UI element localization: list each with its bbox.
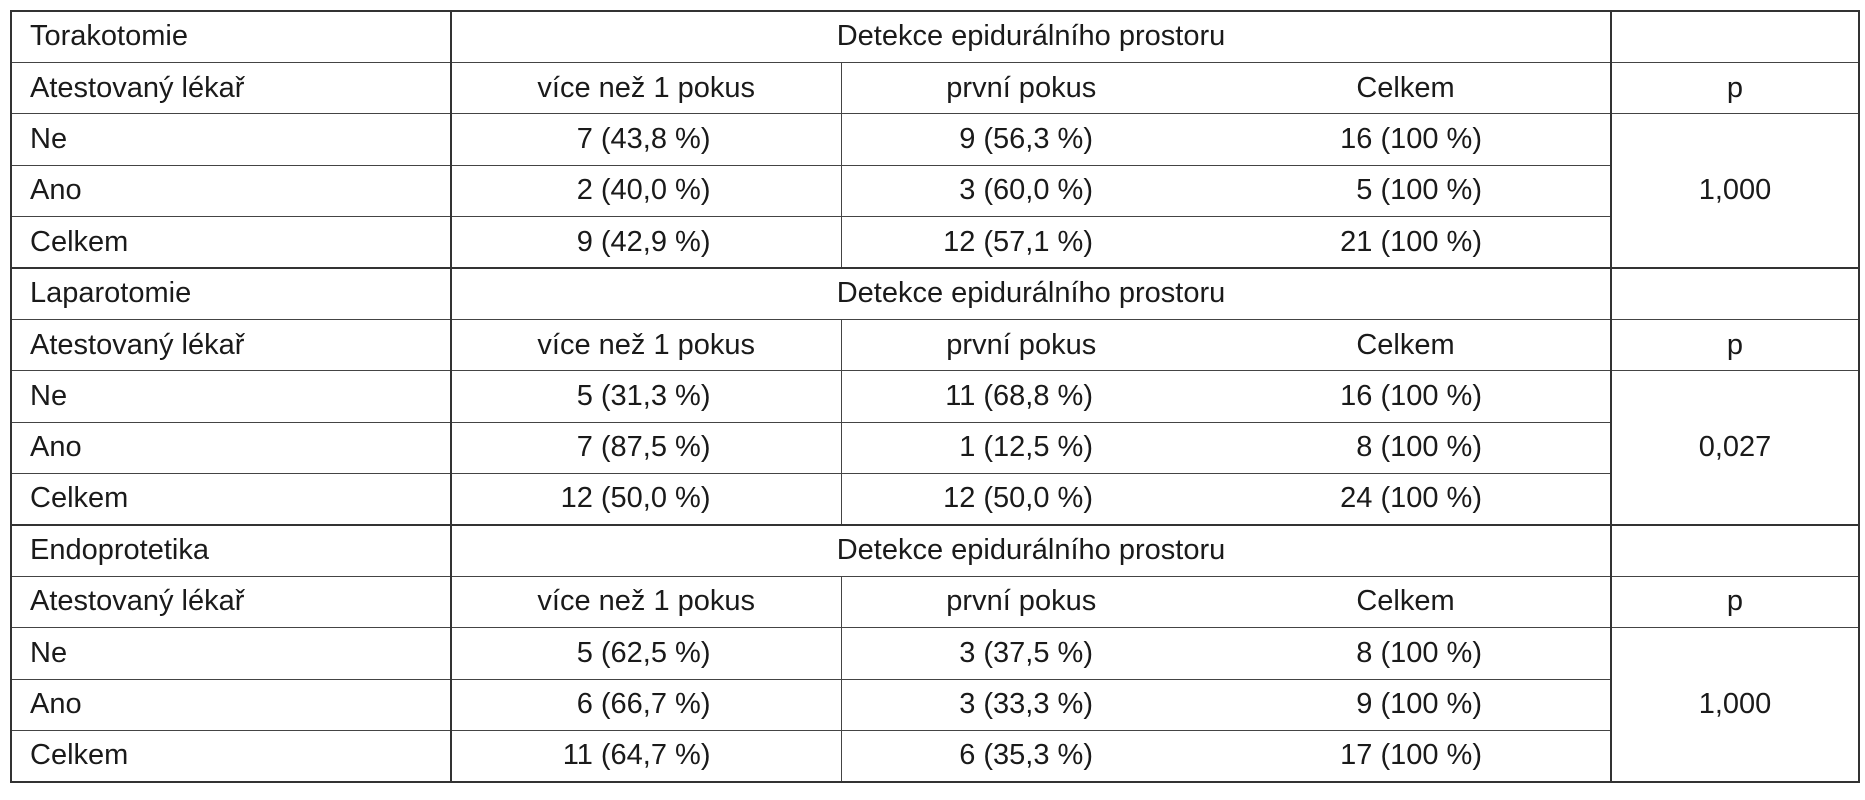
- cell-total: 8 (100 %): [1201, 627, 1612, 680]
- cell-total: 9 (100 %): [1201, 678, 1612, 731]
- cell-total: 21 (100 %): [1201, 216, 1612, 268]
- row-label: Ne: [10, 627, 452, 680]
- cell-total: 17 (100 %): [1201, 729, 1612, 783]
- table-row: Ne 5 (31,3 %) 11 (68,8 %) 16 (100 %) 0,0…: [10, 370, 1860, 525]
- cell-more-attempts: 11 (64,7 %): [451, 729, 842, 783]
- row-label: Ano: [10, 678, 452, 731]
- section-laparotomie: Laparotomie Detekce epidurálního prostor…: [10, 266, 1860, 525]
- cell-first-attempt: 1 (12,5 %): [841, 421, 1201, 474]
- cell-more-attempts: 2 (40,0 %): [451, 164, 842, 217]
- col-header-first-attempt: první pokus: [841, 318, 1201, 371]
- row-label: Ne: [10, 113, 452, 166]
- row-label: Celkem: [10, 216, 452, 268]
- column-header-row: Atestovaný lékař více než 1 pokus první …: [10, 61, 1860, 114]
- table-row: Celkem 11 (64,7 %) 6 (35,3 %) 17 (100 %): [10, 729, 1859, 783]
- cell-more-attempts: 7 (43,8 %): [451, 113, 842, 166]
- col-header-p: p: [1611, 61, 1860, 114]
- col-header-physician: Atestovaný lékař: [10, 575, 452, 628]
- section-title-row: Torakotomie Detekce epidurálního prostor…: [10, 9, 1860, 63]
- table-row: Ano 7 (87,5 %) 1 (12,5 %) 8 (100 %): [10, 421, 1859, 474]
- table-row: Celkem 12 (50,0 %) 12 (50,0 %) 24 (100 %…: [10, 473, 1859, 525]
- col-header-physician: Atestovaný lékař: [10, 318, 452, 371]
- section-endoprotetika: Endoprotetika Detekce epidurálního prost…: [10, 523, 1860, 783]
- section-title-row: Laparotomie Detekce epidurálního prostor…: [10, 266, 1860, 320]
- epidural-detection-table: Torakotomie Detekce epidurálního prostor…: [10, 9, 1860, 783]
- table-row: Celkem 9 (42,9 %) 12 (57,1 %) 21 (100 %): [10, 216, 1859, 268]
- col-header-more-attempts: více než 1 pokus: [451, 318, 842, 371]
- cell-total: 5 (100 %): [1201, 164, 1612, 217]
- cell-first-attempt: 3 (60,0 %): [841, 164, 1201, 217]
- section-title: Endoprotetika: [10, 523, 452, 577]
- group-header: Detekce epidurálního prostoru: [451, 523, 1612, 577]
- cell-total: 16 (100 %): [1201, 370, 1612, 423]
- col-header-total: Celkem: [1201, 575, 1612, 628]
- table-row: Ano 2 (40,0 %) 3 (60,0 %) 5 (100 %): [10, 164, 1859, 217]
- cell-first-attempt: 6 (35,3 %): [841, 729, 1201, 783]
- table-row: Ne 5 (62,5 %) 3 (37,5 %) 8 (100 %) 1,000: [10, 627, 1860, 783]
- column-header-row: Atestovaný lékař více než 1 pokus první …: [10, 575, 1860, 628]
- cell-first-attempt: 9 (56,3 %): [841, 113, 1201, 166]
- col-header-p: p: [1611, 575, 1860, 628]
- cell-more-attempts: 5 (31,3 %): [451, 370, 842, 423]
- col-header-first-attempt: první pokus: [841, 575, 1201, 628]
- cell-first-attempt: 3 (33,3 %): [841, 678, 1201, 731]
- cell-first-attempt: 11 (68,8 %): [841, 370, 1201, 423]
- row-label: Ne: [10, 370, 452, 423]
- cell-total: 8 (100 %): [1201, 421, 1612, 474]
- section-title-row: Endoprotetika Detekce epidurálního prost…: [10, 523, 1860, 577]
- col-header-total: Celkem: [1201, 61, 1612, 114]
- cell-first-attempt: 12 (50,0 %): [841, 473, 1201, 525]
- cell-more-attempts: 6 (66,7 %): [451, 678, 842, 731]
- table-row: Ano 6 (66,7 %) 3 (33,3 %) 9 (100 %): [10, 678, 1859, 731]
- p-value: 1,000: [1611, 627, 1860, 783]
- row-label: Celkem: [10, 729, 452, 783]
- results-table-container: Torakotomie Detekce epidurálního prostor…: [10, 9, 1860, 783]
- p-value: 0,027: [1611, 370, 1860, 525]
- p-value: 1,000: [1611, 113, 1860, 268]
- col-header-total: Celkem: [1201, 318, 1612, 371]
- col-header-more-attempts: více než 1 pokus: [451, 61, 842, 114]
- col-header-p: p: [1611, 318, 1860, 371]
- group-header: Detekce epidurálního prostoru: [451, 266, 1612, 320]
- column-header-row: Atestovaný lékař více než 1 pokus první …: [10, 318, 1860, 371]
- table-row: Ne 7 (43,8 %) 9 (56,3 %) 16 (100 %) 1,00…: [10, 113, 1860, 268]
- cell-more-attempts: 7 (87,5 %): [451, 421, 842, 474]
- col-header-more-attempts: více než 1 pokus: [451, 575, 842, 628]
- cell-more-attempts: 5 (62,5 %): [451, 627, 842, 680]
- cell-total: 24 (100 %): [1201, 473, 1612, 525]
- empty-header-cell: [1611, 266, 1860, 320]
- cell-more-attempts: 9 (42,9 %): [451, 216, 842, 268]
- col-header-first-attempt: první pokus: [841, 61, 1201, 114]
- section-title: Laparotomie: [10, 266, 452, 320]
- group-header: Detekce epidurálního prostoru: [451, 9, 1612, 63]
- empty-header-cell: [1611, 523, 1860, 577]
- col-header-physician: Atestovaný lékař: [10, 61, 452, 114]
- cell-more-attempts: 12 (50,0 %): [451, 473, 842, 525]
- row-label: Celkem: [10, 473, 452, 525]
- row-label: Ano: [10, 164, 452, 217]
- row-label: Ano: [10, 421, 452, 474]
- empty-header-cell: [1611, 9, 1860, 63]
- cell-first-attempt: 12 (57,1 %): [841, 216, 1201, 268]
- cell-total: 16 (100 %): [1201, 113, 1612, 166]
- cell-first-attempt: 3 (37,5 %): [841, 627, 1201, 680]
- section-torakotomie: Torakotomie Detekce epidurálního prostor…: [10, 9, 1860, 268]
- section-title: Torakotomie: [10, 9, 452, 63]
